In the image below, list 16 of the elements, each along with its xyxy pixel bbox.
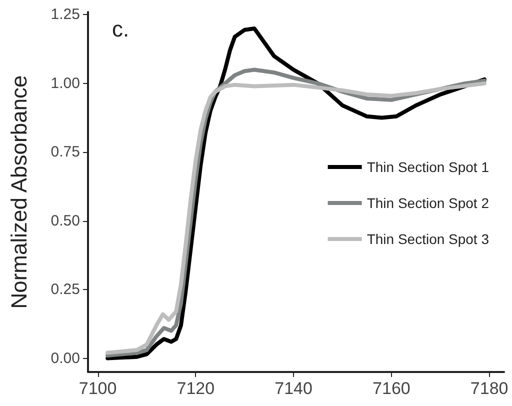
y-tick-label: 0.25 xyxy=(50,281,80,298)
x-tick-label: 7140 xyxy=(274,379,312,398)
x-tick-label: 7160 xyxy=(372,379,410,398)
y-tick-label: 0.00 xyxy=(50,350,80,367)
legend-label: Thin Section Spot 1 xyxy=(366,159,490,175)
legend-label: Thin Section Spot 3 xyxy=(366,231,490,247)
legend-label: Thin Section Spot 2 xyxy=(366,195,490,211)
y-axis-title: Normalized Absorbance xyxy=(6,75,32,309)
x-tick-label: 7100 xyxy=(78,379,117,398)
y-tick-label: 0.75 xyxy=(50,144,80,161)
x-tick-label: 7180 xyxy=(470,379,508,398)
y-tick-label: 0.50 xyxy=(50,212,80,230)
annotation: c. xyxy=(112,16,130,42)
x-tick-label: 7120 xyxy=(176,379,215,398)
y-tick-label: 1.00 xyxy=(50,74,80,92)
y-tick-label: 1.25 xyxy=(50,6,80,24)
